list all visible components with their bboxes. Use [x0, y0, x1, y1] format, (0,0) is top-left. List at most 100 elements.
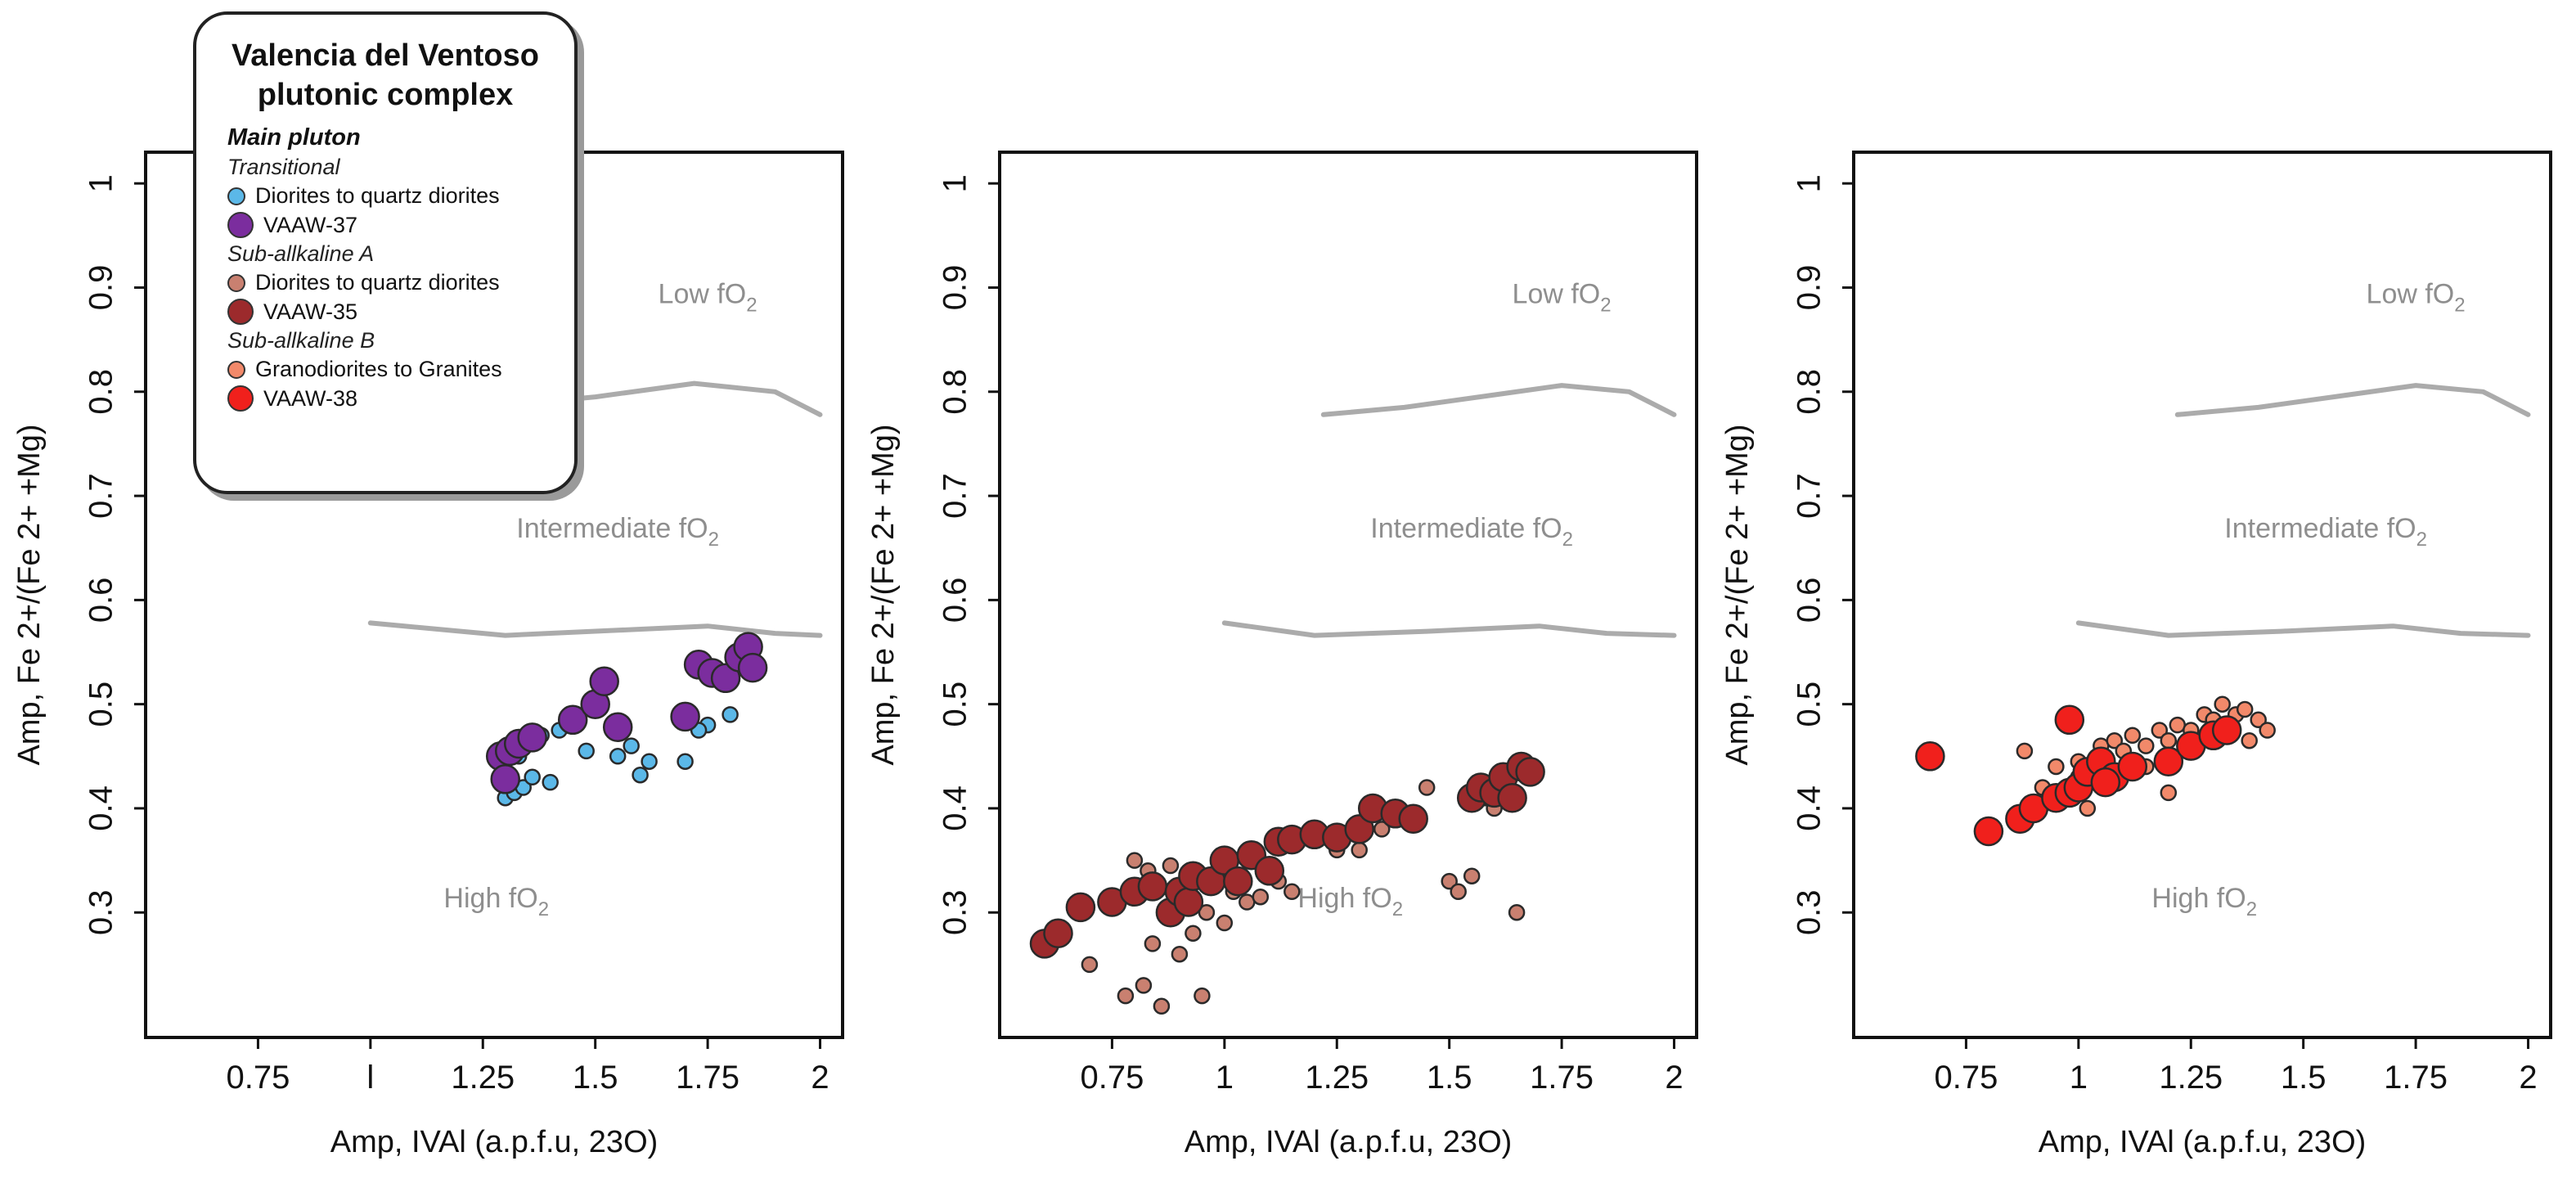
data-point: [1173, 887, 1204, 917]
y-tick-label: 0.4: [937, 785, 973, 831]
data-point: [578, 742, 595, 760]
x-axis-label: Amp, IVAl (a.p.f.u, 23O): [330, 1125, 659, 1159]
data-point: [1117, 987, 1135, 1005]
data-point: [2138, 737, 2155, 754]
zone-label-text: High fO: [2151, 883, 2246, 914]
data-point: [602, 712, 633, 742]
y-tick-label: 1: [83, 174, 119, 192]
zone-label: Low fO2: [2367, 279, 2466, 317]
data-point: [1216, 914, 1234, 932]
data-point: [2153, 746, 2184, 776]
chart-panel-middle: 0.3 0.4 0.5 0.6 0.7 0.8 0.9 1 0.75 1 1.25 1.5 1.75 2 A…: [866, 151, 1698, 1159]
data-point: [1254, 856, 1285, 886]
y-tick-label: 0.9: [83, 265, 119, 311]
zone-label-subscript: 2: [746, 295, 757, 317]
legend-entry: VAAW-37: [227, 212, 574, 238]
zone-label-subscript: 2: [708, 529, 719, 551]
data-point: [1252, 888, 1270, 906]
legend-entry: Granodiorites to Granites: [227, 357, 574, 382]
zone-label-text: Low fO: [1513, 279, 1601, 310]
y-tick-label: 0.5: [937, 682, 973, 727]
y-tick-label: 0.4: [83, 785, 119, 831]
x-tick-label: 1: [1216, 1060, 1234, 1096]
data-point: [2151, 722, 2169, 739]
legend-entry-label: VAAW-38: [263, 385, 358, 411]
legend-subgroup-label: Transitional: [227, 155, 340, 179]
fo2-boundary-curve: [1221, 620, 1677, 638]
data-point: [1137, 871, 1168, 902]
x-tick-label: 1.75: [2384, 1060, 2448, 1096]
data-point: [2211, 715, 2242, 745]
zone-label-subscript: 2: [1562, 529, 1573, 551]
y-tick-label: 0.6: [1792, 578, 1827, 623]
zone-label-text: Intermediate fO: [2224, 513, 2416, 544]
x-tick-label: l: [366, 1060, 374, 1096]
x-tick-label: 0.75: [1080, 1060, 1144, 1096]
data-point: [1185, 925, 1202, 942]
legend-marker-icon: [227, 273, 245, 292]
zone-label-subscript: 2: [2246, 898, 2257, 920]
data-point: [1450, 883, 1467, 901]
data-point: [1126, 852, 1144, 869]
x-tick-label: 2: [1665, 1060, 1683, 1096]
data-point: [2160, 731, 2178, 749]
data-point: [1144, 935, 1162, 952]
x-tick-label: 1.75: [676, 1060, 740, 1096]
x-tick-label: 0.75: [226, 1060, 290, 1096]
y-tick-label: 0.7: [83, 473, 119, 519]
zone-label-text: Intermediate fO: [516, 513, 708, 544]
zone-label-subscript: 2: [2454, 295, 2465, 317]
data-point: [1135, 977, 1153, 994]
y-axis-label: Amp, Fe 2+/(Fe 2+ +Mg): [1720, 424, 1755, 765]
data-point: [1081, 956, 1099, 974]
legend-marker-icon: [227, 187, 245, 205]
data-point: [632, 766, 649, 784]
data-point: [2250, 711, 2267, 729]
legend-entry: Diorites to quartz diorites: [227, 183, 574, 209]
y-tick-label: 0.7: [937, 473, 973, 519]
zone-label: High fO2: [1297, 883, 1403, 920]
data-point: [1373, 821, 1391, 838]
legend-entry-label: Granodiorites to Granites: [255, 357, 502, 381]
legend-entry-label: Diorites to quartz diorites: [255, 270, 500, 295]
y-tick-label: 0.4: [1792, 785, 1827, 831]
data-point: [1344, 814, 1374, 844]
data-point: [641, 753, 658, 770]
x-tick-label: 1.5: [573, 1060, 618, 1096]
y-tick-label: 0.3: [1792, 889, 1827, 935]
y-axis-label: Amp, Fe 2+/(Fe 2+ +Mg): [12, 424, 47, 765]
x-tick-label: 1.5: [1427, 1060, 1472, 1096]
legend-subgroup-label: Sub-allkaline B: [227, 328, 375, 353]
data-point: [1043, 918, 1073, 948]
data-point: [722, 706, 739, 723]
zone-label-text: Low fO: [2367, 279, 2455, 310]
legend-marker-icon: [227, 385, 254, 412]
data-point: [2124, 727, 2142, 745]
plot-frame: [998, 151, 1698, 1039]
data-point: [2106, 731, 2124, 749]
y-tick-label: 0.8: [937, 369, 973, 415]
data-point: [1463, 867, 1481, 884]
data-point: [2214, 695, 2231, 713]
y-tick-label: 0.9: [1792, 265, 1827, 311]
zone-label: Intermediate fO2: [1370, 513, 1573, 551]
zone-label-subscript: 2: [1600, 295, 1611, 317]
plot-frame: [1852, 151, 2552, 1039]
y-tick-label: 0.3: [83, 889, 119, 935]
data-point: [623, 737, 640, 754]
data-point: [1194, 987, 1211, 1005]
zone-label-subscript: 2: [538, 898, 549, 920]
legend-marker-icon: [227, 299, 254, 325]
data-point: [609, 748, 627, 765]
data-point: [524, 768, 541, 786]
zone-label: High fO2: [2151, 883, 2257, 920]
data-point: [1171, 945, 1189, 963]
chart-panel-right: 0.3 0.4 0.5 0.6 0.7 0.8 0.9 1 0.75 1 1.25 1.5 1.75 2 A…: [1720, 151, 2552, 1159]
legend-title-line1: Valencia del Ventoso: [232, 38, 539, 73]
legend-entry: VAAW-38: [227, 385, 574, 412]
data-point: [589, 666, 619, 696]
data-point: [710, 663, 741, 694]
data-point: [1441, 872, 1458, 890]
y-tick-label: 0.8: [1792, 369, 1827, 415]
